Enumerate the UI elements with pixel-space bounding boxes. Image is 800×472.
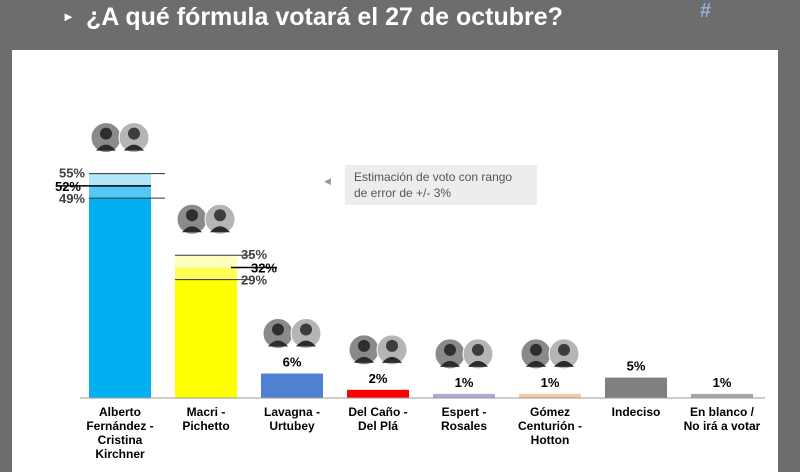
candidate-photo-body-5-0	[526, 360, 546, 367]
candidate-photo-body-1-0	[182, 226, 202, 233]
category-label-4-1: Rosales	[441, 419, 487, 433]
bar-5	[519, 393, 581, 398]
value-label-0: 52%	[55, 179, 81, 194]
candidate-photo-head-1-1	[214, 209, 226, 222]
bar-3	[347, 389, 409, 398]
triangle-bullet-icon: ►	[62, 9, 75, 24]
category-label-5-0: Gómez	[530, 405, 570, 419]
candidate-photo-body-4-1	[468, 360, 488, 367]
bar-mid-0	[89, 185, 151, 199]
candidate-photo-body-5-1	[554, 360, 574, 367]
category-label-0-0: Alberto	[99, 405, 141, 419]
candidate-photo-head-0-1	[128, 127, 140, 140]
candidate-photo-body-2-0	[268, 340, 288, 347]
category-label-5-2: Hotton	[531, 433, 570, 447]
range-high-label-0: 55%	[59, 166, 85, 181]
candidate-photo-head-2-1	[300, 323, 312, 336]
candidate-photo-head-2-0	[272, 323, 284, 336]
candidate-photo-body-3-0	[354, 356, 374, 363]
bar-6	[605, 377, 667, 398]
category-label-3-1: Del Plá	[358, 419, 398, 433]
note-line-2: de error de +/- 3%	[354, 186, 452, 200]
value-label-2: 6%	[283, 355, 302, 370]
hashtag-logo-icon: #	[700, 0, 712, 22]
candidate-photo-head-5-1	[558, 343, 570, 356]
category-label-5-1: Centurión -	[518, 419, 582, 433]
candidate-photo-head-4-0	[444, 343, 456, 356]
range-high-label-1: 35%	[241, 247, 267, 262]
note-pointer-icon: ◀	[324, 176, 331, 186]
category-label-0-1: Fernández -	[86, 419, 153, 433]
value-label-3: 2%	[369, 371, 388, 386]
candidate-photo-head-1-0	[186, 209, 198, 222]
value-label-5: 1%	[541, 375, 560, 390]
candidate-photo-head-0-0	[100, 127, 112, 140]
category-label-7-0: En blanco /	[690, 405, 755, 419]
category-label-4-0: Espert -	[442, 405, 487, 419]
header-bar	[0, 0, 800, 50]
candidate-photo-head-3-1	[386, 339, 398, 352]
category-label-7-1: No irá a votar	[684, 419, 761, 433]
bar-lower-1	[175, 279, 237, 398]
candidate-photo-body-1-1	[210, 226, 230, 233]
candidate-photo-head-5-0	[530, 343, 542, 356]
bar-mid-1	[175, 267, 237, 280]
category-label-2-0: Lavagna -	[264, 405, 320, 419]
category-label-0-3: Kirchner	[95, 447, 145, 461]
candidate-photo-body-3-1	[382, 356, 402, 363]
bar-4	[433, 393, 495, 398]
bar-7	[691, 393, 753, 398]
candidate-photo-body-2-1	[296, 340, 316, 347]
category-label-6-0: Indeciso	[612, 405, 661, 419]
page-title: ¿A qué fórmula votará el 27 de octubre?	[86, 3, 563, 31]
range-low-label-0: 49%	[59, 191, 85, 206]
category-label-3-0: Del Caño -	[348, 405, 407, 419]
range-low-label-1: 29%	[241, 273, 267, 288]
value-label-7: 1%	[713, 375, 732, 390]
note-line-1: Estimación de voto con rango	[354, 170, 513, 184]
bar-lower-0	[89, 198, 151, 398]
category-label-1-0: Macri -	[187, 405, 226, 419]
value-label-1: 32%	[251, 260, 277, 275]
error-range-note: Estimación de voto con rango de error de…	[345, 165, 537, 205]
candidate-photo-head-4-1	[472, 343, 484, 356]
candidate-photo-body-0-1	[124, 144, 144, 151]
candidate-photo-body-4-0	[440, 360, 460, 367]
category-label-1-1: Pichetto	[182, 419, 229, 433]
candidate-photo-head-3-0	[358, 339, 370, 352]
category-label-2-1: Urtubey	[269, 419, 315, 433]
value-label-6: 5%	[627, 359, 646, 374]
right-frame	[778, 50, 800, 472]
value-label-4: 1%	[455, 375, 474, 390]
candidate-photo-body-0-0	[96, 144, 116, 151]
category-label-0-2: Cristina	[98, 433, 143, 447]
bar-2	[261, 373, 323, 398]
